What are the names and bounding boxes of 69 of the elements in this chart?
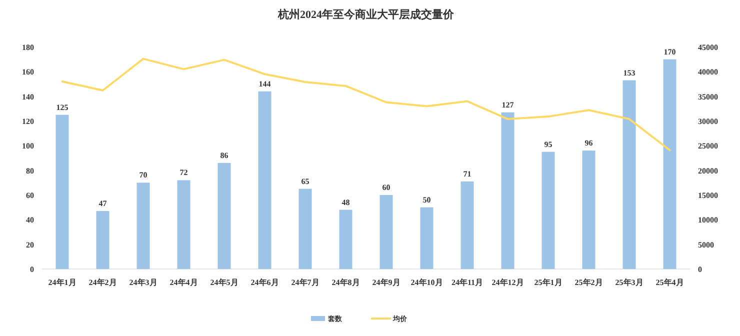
y-tick-label: 140 xyxy=(22,92,34,102)
x-tick-label: 25年2月 xyxy=(574,278,603,287)
y2-tick-label: 30000 xyxy=(698,117,718,126)
y-tick-label: 0 xyxy=(30,265,34,274)
bar xyxy=(96,211,110,269)
data-label: 170 xyxy=(664,47,676,56)
x-tick-label: 24年2月 xyxy=(88,278,117,287)
data-label: 48 xyxy=(342,198,350,207)
data-label: 144 xyxy=(258,79,271,88)
y2-tick-label: 15000 xyxy=(698,191,718,200)
y-tick-label: 100 xyxy=(22,142,34,151)
x-tick-label: 24年1月 xyxy=(48,278,76,287)
x-tick-label: 24年7月 xyxy=(291,278,320,287)
bar xyxy=(460,181,474,269)
x-tick-label: 25年1月 xyxy=(534,278,562,287)
data-label: 127 xyxy=(502,100,514,110)
bar xyxy=(501,112,514,269)
y2-tick-label: 5000 xyxy=(698,240,714,250)
y-tick-label: 20 xyxy=(26,240,34,250)
x-tick-label: 24年6月 xyxy=(250,278,279,287)
y-tick-label: 160 xyxy=(22,68,34,77)
bar xyxy=(339,210,352,269)
bar xyxy=(298,188,312,269)
bar xyxy=(177,180,190,269)
y2-tick-label: 10000 xyxy=(698,216,718,225)
y2-tick-label: 45000 xyxy=(698,43,718,52)
y2-tick-label: 0 xyxy=(698,265,702,274)
x-tick-label: 24年3月 xyxy=(129,278,158,287)
x-tick-label: 24年10月 xyxy=(410,278,443,287)
y2-tick-label: 35000 xyxy=(698,92,718,102)
y-tick-label: 60 xyxy=(26,191,34,200)
bar xyxy=(56,114,69,269)
y2-tick-label: 25000 xyxy=(698,142,718,151)
y-tick-label: 180 xyxy=(22,43,34,52)
y2-tick-label: 20000 xyxy=(698,166,718,176)
y-tick-label: 80 xyxy=(26,166,34,176)
data-label: 60 xyxy=(382,183,390,192)
y-tick-label: 40 xyxy=(26,216,34,225)
x-tick-label: 25年3月 xyxy=(615,278,644,287)
x-tick-label: 25年4月 xyxy=(656,278,684,287)
x-tick-label: 24年12月 xyxy=(492,278,524,287)
bar xyxy=(136,182,150,269)
bar xyxy=(582,150,596,269)
bar xyxy=(663,59,676,269)
y2-tick-label: 40000 xyxy=(698,68,718,77)
bar xyxy=(380,195,393,269)
bar xyxy=(542,152,555,269)
bar xyxy=(258,91,272,269)
data-label: 86 xyxy=(220,150,228,160)
data-label: 96 xyxy=(584,138,593,148)
x-tick-label: 24年4月 xyxy=(170,278,198,287)
data-label: 71 xyxy=(463,169,472,178)
x-tick-label: 24年11月 xyxy=(451,278,484,287)
data-label: 72 xyxy=(180,168,188,178)
data-label: 70 xyxy=(139,170,148,180)
data-label: 50 xyxy=(422,195,431,204)
y-tick-label: 120 xyxy=(22,117,34,126)
bar xyxy=(622,80,636,269)
x-tick-label: 24年8月 xyxy=(332,278,360,287)
chart-title: 杭州2024年至今商业大平层成交量价 xyxy=(277,8,455,21)
data-label: 65 xyxy=(301,176,310,186)
bar xyxy=(218,162,231,269)
data-label: 95 xyxy=(544,140,552,149)
x-tick-label: 24年5月 xyxy=(210,278,238,287)
x-tick-label: 24年9月 xyxy=(372,278,400,287)
data-label: 153 xyxy=(623,68,636,78)
data-label: 125 xyxy=(56,102,68,112)
data-label: 47 xyxy=(98,199,107,208)
bar xyxy=(420,207,434,269)
